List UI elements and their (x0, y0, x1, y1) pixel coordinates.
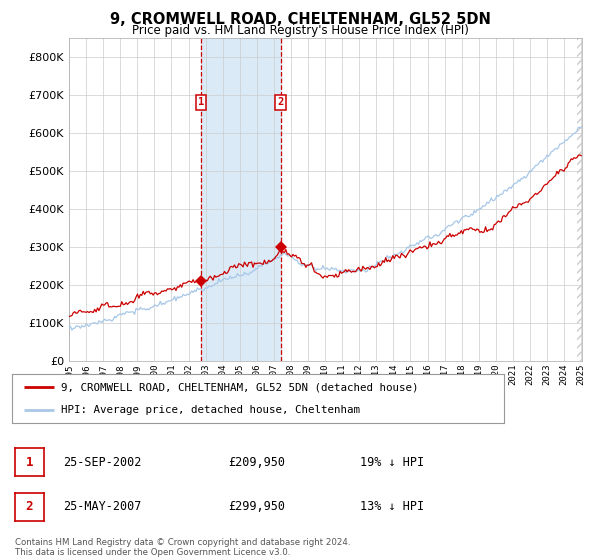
Bar (577, 38, 582, 361)
Text: £209,950: £209,950 (228, 455, 285, 469)
Text: HPI: Average price, detached house, Cheltenham: HPI: Average price, detached house, Chel… (61, 405, 360, 416)
Text: 2: 2 (277, 97, 284, 108)
Text: Contains HM Land Registry data © Crown copyright and database right 2024.
This d: Contains HM Land Registry data © Crown c… (15, 538, 350, 557)
Text: £299,950: £299,950 (228, 500, 285, 514)
Text: 1: 1 (198, 97, 204, 108)
Bar (577, 38, 582, 361)
Text: Price paid vs. HM Land Registry's House Price Index (HPI): Price paid vs. HM Land Registry's House … (131, 24, 469, 36)
Text: 25-SEP-2002: 25-SEP-2002 (63, 455, 142, 469)
Bar (201, 38, 281, 361)
Text: 25-MAY-2007: 25-MAY-2007 (63, 500, 142, 514)
Text: 19% ↓ HPI: 19% ↓ HPI (360, 455, 424, 469)
Text: 1: 1 (26, 455, 33, 469)
Text: 9, CROMWELL ROAD, CHELTENHAM, GL52 5DN: 9, CROMWELL ROAD, CHELTENHAM, GL52 5DN (110, 12, 490, 27)
Text: 2: 2 (26, 500, 33, 514)
Text: 9, CROMWELL ROAD, CHELTENHAM, GL52 5DN (detached house): 9, CROMWELL ROAD, CHELTENHAM, GL52 5DN (… (61, 382, 419, 393)
Text: 13% ↓ HPI: 13% ↓ HPI (360, 500, 424, 514)
